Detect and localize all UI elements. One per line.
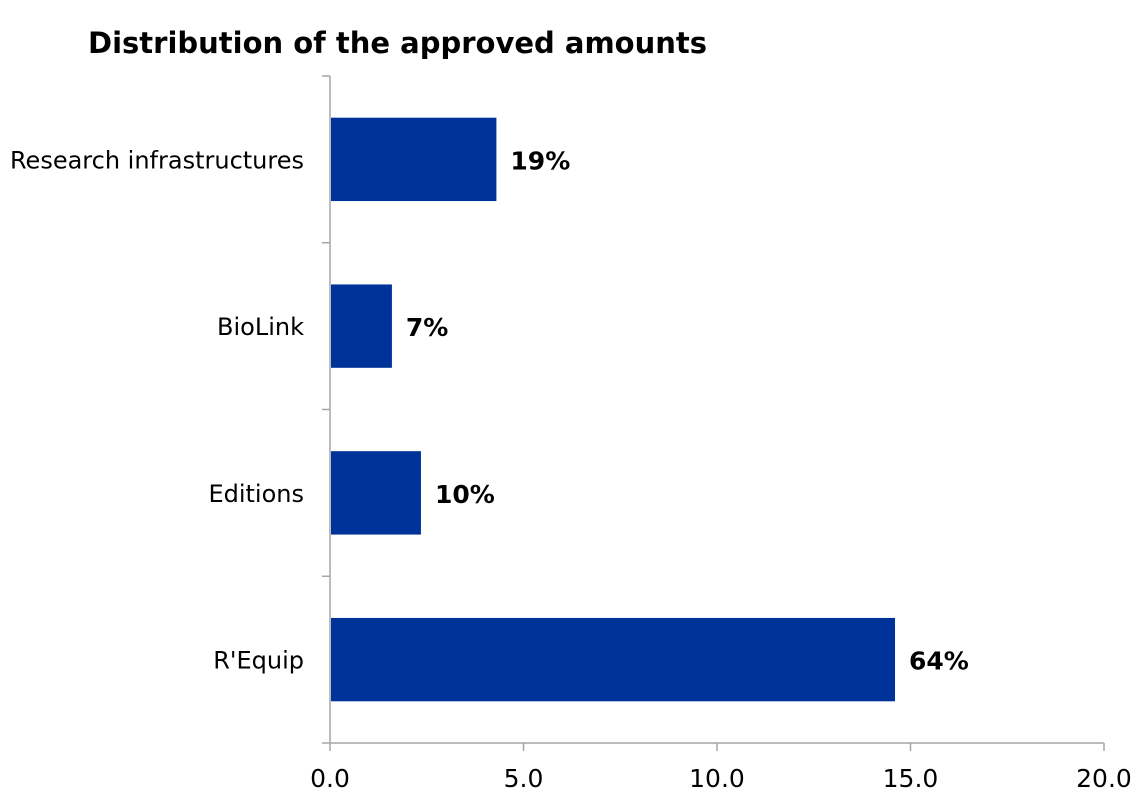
data-label: 19% [510,146,570,175]
data-label: 10% [435,480,495,509]
category-label: Editions [208,480,304,508]
bar [331,617,896,702]
axis-ticks [322,75,1105,751]
data-label: 7% [406,313,448,342]
x-tick-labels: 0.0 5.0 10.0 15.0 20.0 [310,764,1131,793]
x-tick-label: 5.0 [504,764,544,793]
bar [331,284,392,368]
x-tick-label: 0.0 [310,764,350,793]
category-label: Research infrastructures [10,146,304,174]
bar [331,117,497,202]
x-tick-label: 15.0 [883,764,939,793]
chart-title: Distribution of the approved amounts [88,26,708,60]
data-labels: 19% 7% 10% 64% [406,146,969,675]
category-label: R'Equip [213,647,304,675]
bars [331,117,896,702]
category-label: BioLink [217,313,304,341]
x-tick-label: 10.0 [689,764,745,793]
x-tick-label: 20.0 [1076,764,1131,793]
category-labels: Research infrastructures BioLink Editions R… [10,146,304,674]
data-label: 64% [909,647,969,676]
bar [331,451,421,535]
